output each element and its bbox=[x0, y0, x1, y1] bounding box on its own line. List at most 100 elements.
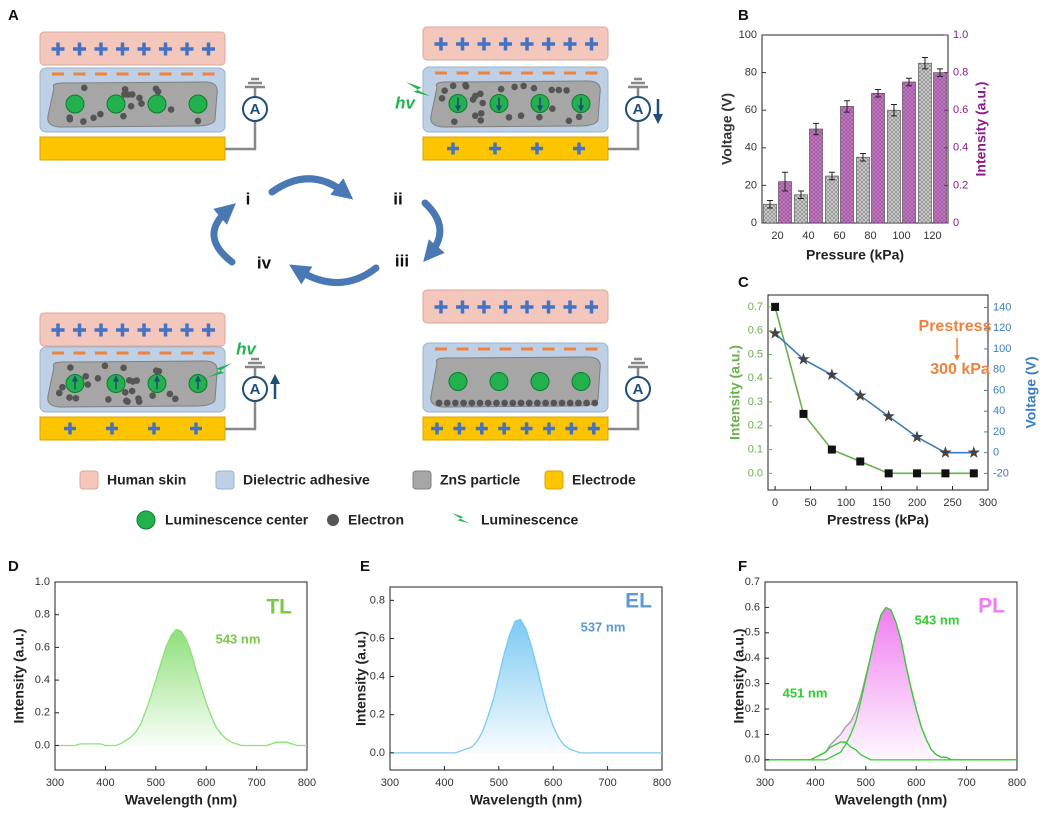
plus-sign bbox=[498, 422, 511, 435]
plus-sign bbox=[520, 300, 534, 314]
x-tick-label: 40 bbox=[802, 230, 814, 242]
legend-label: Electrode bbox=[572, 472, 636, 488]
x-tick-label: 500 bbox=[857, 777, 875, 789]
plus-sign bbox=[499, 300, 512, 314]
luminescence-center bbox=[106, 94, 126, 114]
y-tick-label: 0.4 bbox=[745, 652, 760, 664]
electron bbox=[128, 387, 136, 395]
panel-label: E bbox=[360, 558, 370, 575]
wire bbox=[225, 87, 257, 151]
marker bbox=[910, 430, 924, 443]
electron bbox=[484, 399, 492, 407]
plus-sign bbox=[190, 422, 202, 435]
x-tick-label: 250 bbox=[943, 497, 961, 509]
electron bbox=[66, 116, 74, 123]
electron bbox=[542, 399, 549, 407]
plus-sign bbox=[573, 142, 585, 155]
y-tick-label: 0.2 bbox=[748, 420, 763, 432]
legend-swatch bbox=[136, 510, 156, 530]
bar bbox=[871, 92, 885, 224]
annotation: 543 nm bbox=[915, 612, 960, 627]
cycle-arrow bbox=[421, 199, 445, 263]
x-tick-label: 100 bbox=[837, 497, 855, 509]
y-tick-label: 0.5 bbox=[748, 348, 763, 360]
x-tick-label: 300 bbox=[381, 777, 399, 789]
electron bbox=[511, 83, 518, 91]
x-tick-label: 800 bbox=[1008, 777, 1026, 789]
y-tick-label: 0.7 bbox=[745, 576, 760, 588]
x-axis-title: Pressure (kPa) bbox=[806, 247, 904, 263]
x-tick-label: 300 bbox=[46, 777, 64, 789]
plus-sign bbox=[565, 422, 578, 435]
electron bbox=[121, 389, 129, 396]
plus-sign bbox=[520, 37, 534, 51]
area bbox=[765, 607, 1017, 760]
y-tick-label: 0.6 bbox=[745, 601, 760, 613]
bar bbox=[856, 156, 870, 224]
y-tick-label: 0.1 bbox=[748, 443, 763, 455]
zns-particle bbox=[430, 356, 601, 408]
marker bbox=[967, 446, 980, 458]
y-tick-label: 20 bbox=[745, 179, 757, 191]
electron bbox=[517, 399, 525, 407]
area bbox=[390, 619, 662, 753]
luminescence-center bbox=[147, 94, 167, 114]
electron bbox=[136, 94, 143, 102]
legend-label: Electron bbox=[348, 512, 404, 528]
plus-sign bbox=[531, 142, 543, 155]
plus-sign bbox=[202, 323, 215, 337]
plus-sign bbox=[180, 323, 194, 337]
plus-sign bbox=[137, 323, 151, 337]
area bbox=[55, 629, 307, 746]
skin-layer bbox=[39, 312, 226, 347]
electron bbox=[530, 84, 538, 92]
electron bbox=[438, 95, 446, 102]
cycle-arrow bbox=[210, 203, 236, 266]
electron bbox=[558, 399, 566, 407]
marker bbox=[797, 352, 810, 365]
plot-frame bbox=[764, 581, 1018, 771]
legend-swatch bbox=[79, 470, 99, 490]
error-bar bbox=[782, 171, 789, 192]
y-axis-title: Voltage (V) bbox=[719, 93, 735, 165]
y-tick-label: 0 bbox=[993, 447, 999, 459]
plus-sign bbox=[587, 422, 600, 435]
y-tick-label: 0.8 bbox=[370, 594, 385, 606]
x-tick-label: 0 bbox=[772, 497, 778, 509]
electron bbox=[536, 113, 543, 121]
electron bbox=[549, 105, 556, 112]
electron bbox=[509, 399, 517, 407]
line bbox=[55, 628, 307, 747]
legend-swatch bbox=[327, 514, 339, 526]
x-tick-label: 150 bbox=[872, 497, 890, 509]
electron bbox=[477, 90, 484, 98]
y-tick-label: 0.3 bbox=[745, 678, 760, 690]
stage-label: ii bbox=[393, 189, 402, 208]
error-bar bbox=[937, 68, 944, 77]
plus-sign bbox=[477, 300, 491, 314]
plus-sign bbox=[148, 422, 160, 435]
luminescence-center bbox=[188, 94, 208, 114]
electron bbox=[124, 91, 132, 98]
legend-swatch bbox=[215, 470, 235, 490]
marker bbox=[856, 457, 865, 466]
y-tick-label: 20 bbox=[993, 426, 1005, 438]
luminescence-bolt bbox=[406, 82, 431, 97]
x-tick-label: 20 bbox=[771, 230, 783, 242]
line bbox=[390, 618, 662, 754]
x-tick-label: 700 bbox=[247, 777, 265, 789]
y-axis-title: Intensity (a.u.) bbox=[353, 631, 369, 726]
electron bbox=[84, 381, 92, 388]
annotation: PL bbox=[978, 595, 1005, 618]
electron bbox=[80, 118, 87, 125]
ammeter bbox=[625, 376, 651, 402]
x-tick-label: 400 bbox=[435, 777, 453, 789]
plus-sign bbox=[73, 42, 86, 56]
electron bbox=[476, 399, 484, 407]
marker bbox=[768, 326, 782, 339]
x-tick-label: 600 bbox=[544, 777, 562, 789]
plus-sign bbox=[106, 422, 118, 435]
x-tick-label: 700 bbox=[957, 777, 975, 789]
electron bbox=[443, 399, 451, 407]
